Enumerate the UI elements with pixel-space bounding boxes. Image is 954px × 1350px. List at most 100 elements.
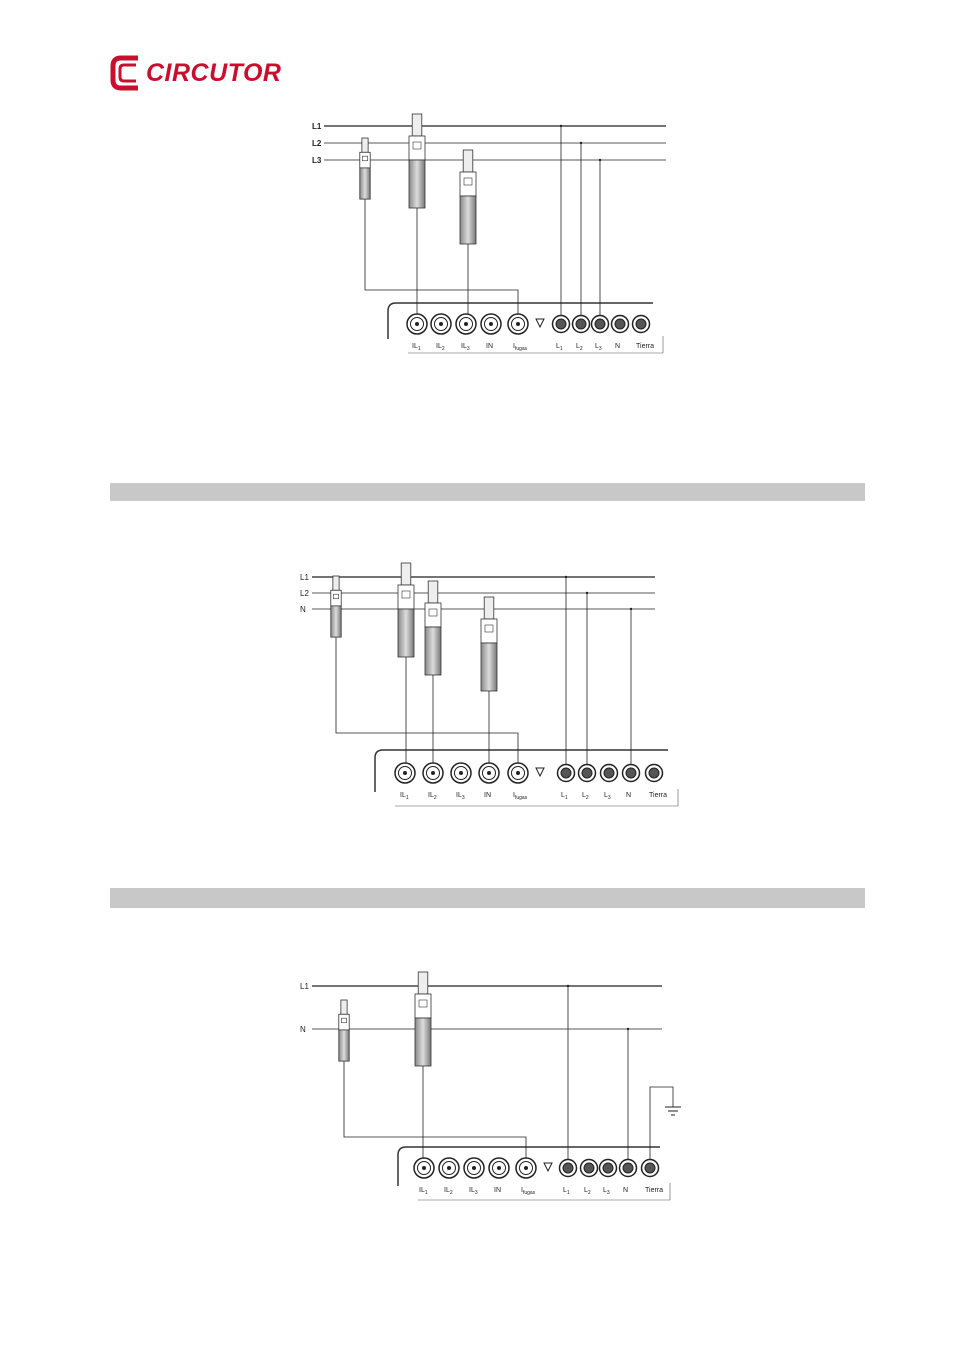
clamp-head [417, 971, 429, 995]
terminal-label-main: IL [469, 1187, 475, 1194]
clamp-icon [362, 155, 368, 162]
terminal-label: L2 [582, 792, 589, 801]
wire [335, 637, 519, 764]
clamp-icon [428, 608, 438, 617]
clamp-body [397, 608, 415, 658]
terminal-label-main: I [513, 343, 515, 350]
clamp-body [480, 642, 498, 692]
terminal-label: L3 [595, 343, 602, 352]
junction [564, 575, 568, 579]
clamp-jaw [424, 602, 442, 628]
terminal-label-sub: 2 [442, 346, 445, 352]
terminal-label-sub: 3 [599, 346, 602, 352]
terminal-label-main: IN [486, 343, 493, 350]
ground-wire [649, 1086, 674, 1159]
line-label: L3 [312, 156, 322, 165]
terminal-label-main: I [521, 1187, 523, 1194]
clamp-jaw [459, 171, 477, 197]
junction [585, 591, 589, 595]
line-label: N [300, 605, 306, 614]
terminal-pin [516, 771, 520, 775]
terminal-strip [387, 302, 653, 339]
warning-triangle [543, 1162, 553, 1173]
terminal-label-sub: 3 [607, 1190, 610, 1196]
terminal-label: IL3 [469, 1187, 478, 1196]
terminal-inner [603, 767, 615, 779]
line-label: L1 [300, 982, 309, 991]
terminal-label-main: N [623, 1187, 628, 1194]
warning-triangle [535, 767, 545, 778]
clamp-head [400, 562, 412, 586]
terminal-inner [594, 318, 606, 330]
wire [343, 1061, 527, 1159]
terminal-label: L1 [563, 1187, 570, 1196]
clamp-head [483, 596, 495, 620]
terminal-label: L1 [561, 792, 568, 801]
terminal-strip [374, 749, 668, 792]
terminal-pin [487, 771, 491, 775]
terminal-label: Ifugas [513, 343, 528, 352]
clamp-head [462, 149, 474, 173]
terminal-label: IL1 [419, 1187, 428, 1196]
terminal-label-main: IL [461, 343, 467, 350]
clamp-body [408, 159, 426, 209]
terminal-label: IN [486, 343, 493, 350]
terminal-inner [562, 1162, 574, 1174]
section-bar [110, 888, 865, 908]
terminal-label-main: IN [494, 1187, 501, 1194]
line-label: L2 [300, 589, 309, 598]
terminal-label-main: I [513, 792, 515, 799]
clamp-icon [333, 593, 339, 600]
label-frame [408, 336, 664, 354]
terminal-label: IL1 [412, 343, 421, 352]
clamp-jaw [414, 993, 432, 1019]
line-label: N [300, 1025, 306, 1034]
terminal-label-sub: 1 [560, 346, 563, 352]
terminal-label-sub: 3 [608, 795, 611, 801]
terminal-pin [439, 322, 443, 326]
terminal-label: IN [494, 1187, 501, 1194]
terminal-pin [516, 322, 520, 326]
label-frame [418, 1183, 671, 1201]
terminal-label: IL3 [456, 792, 465, 801]
clamp-icon [484, 624, 494, 633]
terminal-inner [635, 318, 647, 330]
terminal-label-sub: 2 [580, 346, 583, 352]
terminal-pin [447, 1166, 451, 1170]
terminal-pin [524, 1166, 528, 1170]
terminal-pin [464, 322, 468, 326]
terminal-label: N [623, 1187, 628, 1194]
terminal-inner [602, 1162, 614, 1174]
terminal-label-sub: fugas [515, 795, 528, 801]
terminal-inner [622, 1162, 634, 1174]
clamp-head [427, 580, 439, 604]
terminal-label-main: L [563, 1187, 567, 1194]
clamp-body [424, 626, 442, 676]
terminal-label: L2 [576, 343, 583, 352]
terminal-strip [397, 1146, 660, 1186]
terminal-label-sub: 2 [450, 1190, 453, 1196]
junction [626, 1027, 630, 1031]
clamp-icon [412, 141, 422, 150]
terminal-label: Tierra [636, 343, 654, 350]
terminal-label-sub: 3 [475, 1190, 478, 1196]
terminal-label: Tierra [649, 792, 667, 799]
terminal-label-main: IL [419, 1187, 425, 1194]
terminal-pin [459, 771, 463, 775]
terminal-label: L3 [604, 792, 611, 801]
terminal-label: IL1 [400, 792, 409, 801]
junction [579, 141, 583, 145]
section-bar [110, 483, 865, 501]
terminal-pin [415, 322, 419, 326]
terminal-label-sub: 3 [467, 346, 470, 352]
terminal-label-sub: 1 [425, 1190, 428, 1196]
terminal-label-sub: fugas [515, 346, 528, 352]
clamp-jaw [359, 151, 371, 169]
clamp-body [359, 167, 371, 200]
terminal-inner [583, 1162, 595, 1174]
terminal-label-sub: 1 [567, 1190, 570, 1196]
terminal-inner [625, 767, 637, 779]
clamp-head [340, 999, 348, 1015]
